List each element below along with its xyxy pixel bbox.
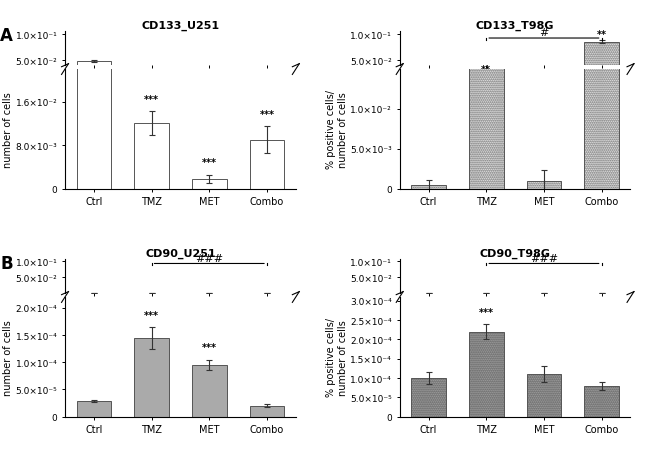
Bar (411, 185, 446, 189)
Bar (135, 81, 169, 87)
Title: CD90_U251: CD90_U251 (145, 248, 216, 258)
Text: ***: *** (144, 310, 159, 320)
Y-axis label: % positive cells/
number of cells: % positive cells/ number of cells (326, 90, 348, 169)
Bar (250, 406, 284, 417)
Bar (192, 86, 227, 87)
Text: #: # (540, 28, 549, 38)
Y-axis label: % positive cells/
number of cells: % positive cells/ number of cells (0, 318, 13, 396)
Text: A: A (1, 27, 13, 45)
Y-axis label: % positive cells/
number of cells: % positive cells/ number of cells (326, 318, 348, 396)
Bar (584, 43, 619, 87)
Bar (584, 386, 619, 417)
Bar (192, 365, 227, 417)
Text: **: ** (597, 30, 606, 39)
Text: ###: ### (195, 254, 224, 263)
Bar (77, 401, 111, 417)
Title: CD133_U251: CD133_U251 (141, 20, 220, 31)
Bar (135, 124, 169, 189)
Text: **: ** (481, 64, 491, 75)
Bar (469, 76, 504, 87)
Bar (77, 62, 111, 87)
Text: ###: ### (530, 254, 558, 263)
Bar (584, 0, 619, 189)
Bar (192, 180, 227, 189)
Text: ***: *** (202, 158, 216, 168)
Text: ***: *** (202, 343, 216, 352)
Text: B: B (1, 255, 13, 273)
Bar (469, 332, 504, 417)
Bar (526, 375, 561, 417)
Bar (526, 86, 561, 87)
Y-axis label: % positive cells/
number of cells: % positive cells/ number of cells (0, 90, 13, 169)
Bar (411, 378, 446, 417)
Title: CD133_T98G: CD133_T98G (476, 20, 554, 31)
Title: CD90_T98G: CD90_T98G (480, 248, 551, 258)
Bar (135, 338, 169, 417)
Bar (469, 30, 504, 189)
Bar (77, 0, 111, 189)
Bar (250, 82, 284, 87)
Text: ***: *** (144, 95, 159, 105)
Bar (526, 181, 561, 189)
Text: ***: *** (479, 307, 494, 317)
Bar (250, 140, 284, 189)
Text: ***: *** (259, 110, 274, 120)
